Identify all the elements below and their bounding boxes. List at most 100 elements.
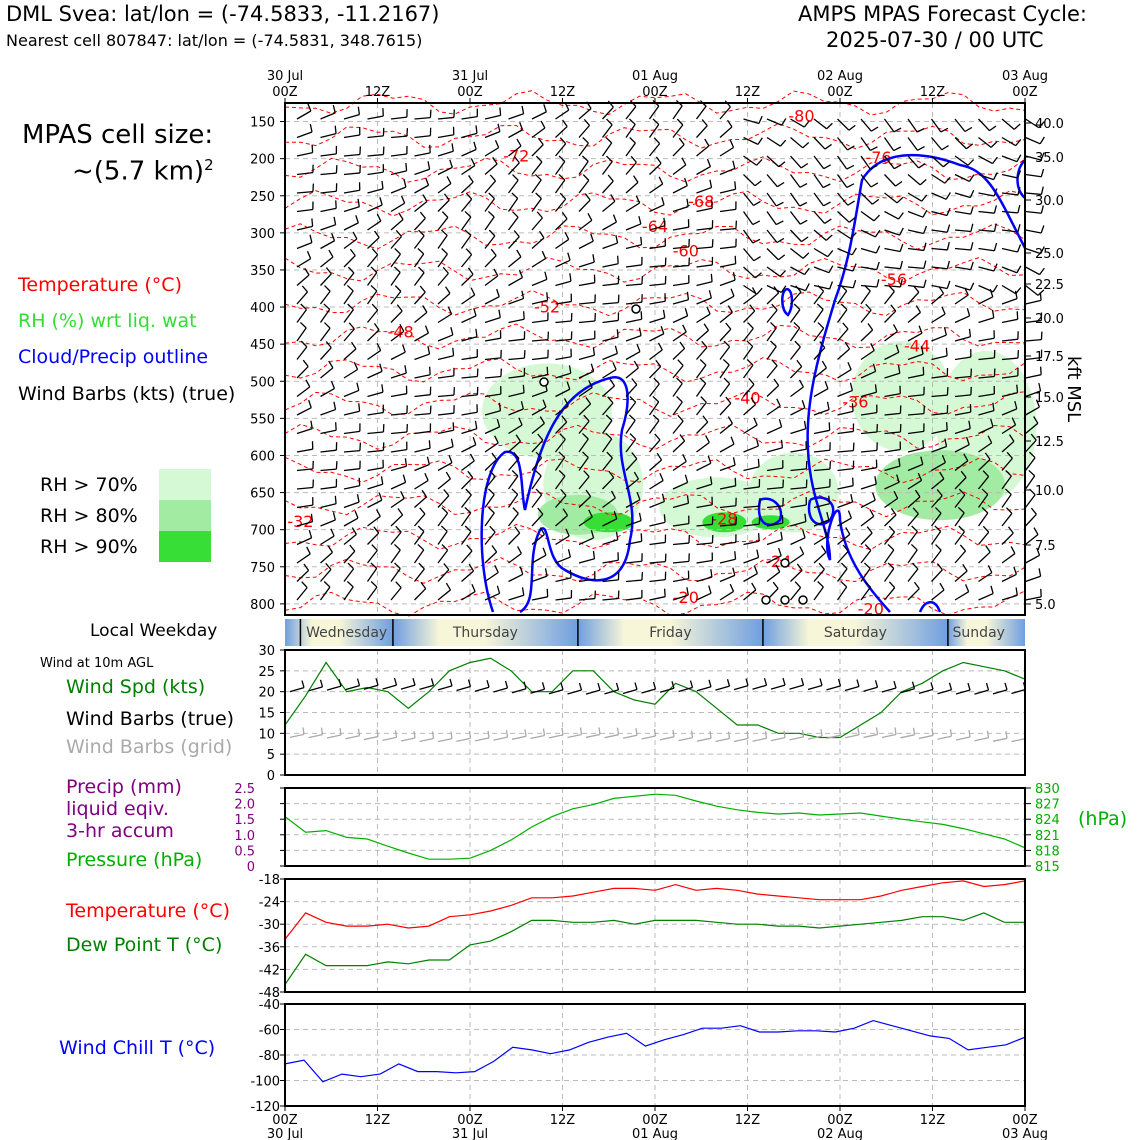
wind-barb-flag [488,192,495,200]
y-tick-label: 450 [250,338,275,353]
wind-barb-flag [333,216,337,225]
wind-barb-grid-flag [524,729,527,737]
wind-barb-flag [708,585,712,594]
wind-barb-shaft [907,463,924,472]
wind10-label: Wind at 10m AGL [40,656,154,671]
wind-barb [366,303,379,323]
wind-barb [296,340,308,360]
wind-barb-shaft [343,517,359,527]
wind-barb-grid-shaft [345,735,360,740]
kft-tick-label: 35.0 [1035,151,1064,166]
wind-barb-shaft [766,522,783,527]
wind-barb-shaft [813,429,830,435]
wind-barb-flag [582,432,589,440]
wind-barb [508,401,524,416]
wind-barb-shaft [672,522,689,527]
wind-barb [789,321,801,342]
wind-barb-flag [497,123,501,132]
wind-barb-shaft [366,586,378,601]
wind-barb-flag [895,344,900,353]
wind-barb [931,173,951,184]
wind-barb-flag [523,311,525,320]
wind-barb-shaft [954,210,971,215]
wind-barb-shaft [813,347,826,360]
wind-barb-flag [663,217,666,226]
wind-barb [625,512,642,527]
wind-barb-flag [652,414,660,422]
wind-barb-flag [892,324,898,332]
wind-barb-shaft [766,555,782,564]
wind-barb-flag [944,438,948,447]
wind-barb-flag [443,563,450,571]
wind-barb-flag [985,545,991,553]
wind-barb-flag [824,381,829,389]
wind-barb-shaft [460,235,472,249]
wind-barb-shaft [696,186,712,194]
wind-barb-grid-flag [357,728,361,736]
wind-barb-grid [326,727,342,739]
wind-barb [931,582,945,601]
wind-barb-shaft [743,403,756,416]
wind-barb-flag [679,341,686,349]
wind-barb-flag [897,365,901,374]
wind-barb-flag [609,378,616,387]
wind-barb-flag [1005,470,1012,477]
legend-wind-barbs: Wind Barbs (kts) (true) [18,383,236,405]
wind-barb-shaft [743,445,759,453]
wind-barb-grid-shaft [419,737,434,743]
wind-barb-flag [747,322,754,329]
wind-barb-flag [351,341,357,350]
precip-label-3: 3-hr accum [66,820,174,842]
wind-barb [367,424,385,435]
wind-barb [1025,399,1040,416]
wind-barb-grid-flag [986,730,990,738]
wind-barb-grid [900,727,916,739]
wind-barb [625,589,643,601]
wind-barb-shaft [907,479,922,490]
wind-barb-flag [828,265,834,274]
wind-barb-flag [734,551,737,560]
wind-barb [414,161,431,176]
wind-barb-flag [968,420,971,429]
wind-barb-flag [732,457,736,466]
wind-barb-shaft [719,146,734,157]
wind-barb-flag [652,395,660,403]
wind-barb [649,493,665,509]
wind-barb-grid-shaft [474,737,490,742]
wind-barb-shaft [625,351,641,361]
wind-barb [672,219,690,231]
wind-barb [578,432,589,453]
wind-barb [484,123,501,139]
wind-barb-shaft [672,226,689,231]
wind-barb-shaft [578,597,595,601]
wind-barb-flag [941,454,946,463]
cell-size-value-text: ~(5.7 km) [72,156,205,187]
wind-barb-shaft [978,118,990,132]
rh-area-6 [875,450,1006,521]
wind-barb-shaft [1024,475,1036,490]
pressure-tick-label: 818 [1035,844,1060,859]
wind-barb-shaft [414,374,431,379]
wind-barb-shaft [390,448,407,453]
wind-barb-shaft [954,294,969,305]
wind-barb-flag [699,377,707,384]
wind-barb [343,106,361,120]
precip-label: Precip (mm) [66,776,182,798]
wind-barb-flag [464,525,472,533]
wind-barb [719,288,735,305]
wind-barb [766,211,784,226]
wind-barb-flag [581,155,589,162]
wind-barb-flag [771,359,778,367]
wind-barb-shaft [602,263,619,268]
wind-barb-shaft [813,211,826,224]
wind-barb-shaft [954,266,971,271]
wind-barb-shaft [696,346,708,360]
wind-barb-flag [723,377,731,385]
wind-barb-shaft [531,494,543,508]
wind-barb-flag [844,341,851,350]
wind-barb-flag [542,399,547,408]
wind-barb-flag [470,158,476,166]
wind-barb [860,509,875,527]
wind-barb [531,104,547,120]
wind-barb-shaft [672,164,687,176]
